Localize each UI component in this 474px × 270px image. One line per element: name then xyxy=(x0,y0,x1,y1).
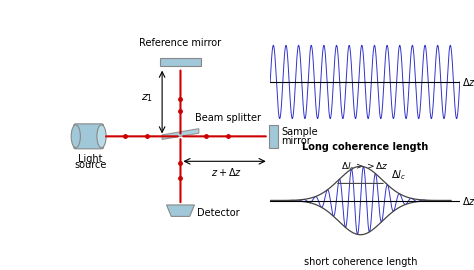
Text: $z+\Delta z$: $z+\Delta z$ xyxy=(211,167,242,178)
Text: Long coherence length: Long coherence length xyxy=(302,143,428,153)
Text: Beam splitter: Beam splitter xyxy=(195,113,261,123)
Polygon shape xyxy=(162,129,199,140)
FancyBboxPatch shape xyxy=(160,58,201,66)
Text: Light: Light xyxy=(78,154,103,164)
Text: mirror: mirror xyxy=(282,136,311,146)
Text: Reference mirror: Reference mirror xyxy=(139,38,221,48)
Text: Detector: Detector xyxy=(197,208,240,218)
Ellipse shape xyxy=(71,125,81,148)
Text: Sample: Sample xyxy=(282,127,318,137)
Text: $\Delta z$: $\Delta z$ xyxy=(462,76,474,88)
Text: source: source xyxy=(74,160,107,170)
Text: $\Delta l_c >> \Delta z$: $\Delta l_c >> \Delta z$ xyxy=(341,161,389,173)
FancyBboxPatch shape xyxy=(74,124,103,149)
Text: $\Delta l_c$: $\Delta l_c$ xyxy=(386,168,406,183)
Text: $z_1$: $z_1$ xyxy=(141,92,153,104)
Text: $\Delta z$: $\Delta z$ xyxy=(462,194,474,207)
Ellipse shape xyxy=(97,125,106,148)
Text: short coherence length: short coherence length xyxy=(304,257,417,267)
FancyBboxPatch shape xyxy=(269,125,278,148)
Polygon shape xyxy=(166,205,194,216)
